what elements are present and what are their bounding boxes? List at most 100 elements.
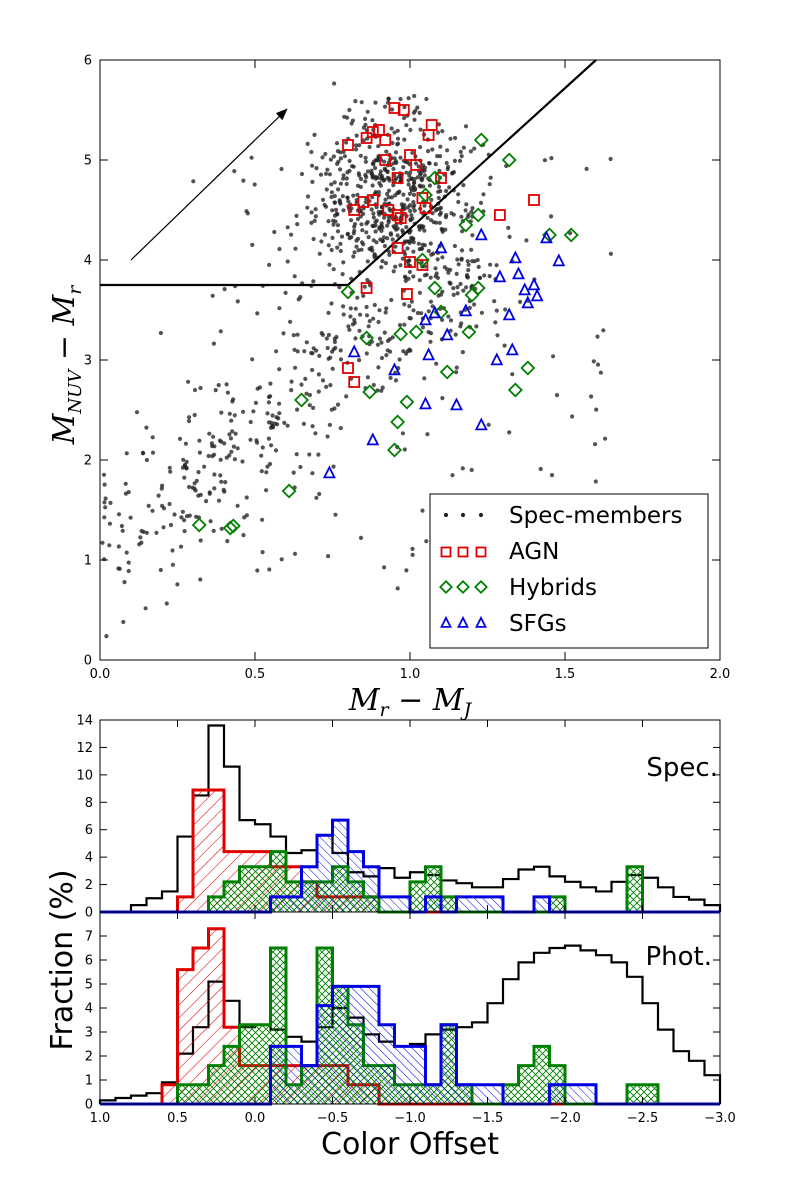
legend-symbol-hybrids <box>456 580 470 594</box>
spec-member-point <box>371 382 376 388</box>
spec-member-point <box>381 235 386 240</box>
spec-member-point <box>373 100 378 105</box>
spec-member-point <box>322 202 327 207</box>
spec-member-point <box>400 228 405 233</box>
legend-symbol-sfgs <box>440 615 452 628</box>
hist-bar-hybrids <box>224 881 240 912</box>
spec-member-point <box>285 423 290 428</box>
spec-member-point <box>408 316 413 321</box>
spec-member-point <box>328 157 333 162</box>
spec-member-point <box>267 461 273 467</box>
spec-member-point <box>392 130 397 135</box>
spec-member-point <box>411 308 416 313</box>
spec-member-point <box>299 171 305 177</box>
spec-member-point <box>330 235 335 240</box>
spec-member-point <box>601 328 606 333</box>
spec-member-point <box>382 177 387 182</box>
spec-member-point <box>156 493 161 498</box>
spec-member-point <box>299 382 304 387</box>
spec-member-point <box>456 192 461 197</box>
spec-member-point <box>474 324 479 329</box>
spec-member-point <box>420 225 425 230</box>
spec-member-point <box>268 381 273 386</box>
spec-member-point <box>159 486 164 491</box>
spec-member-point <box>332 336 337 341</box>
sfgs-marker <box>552 253 566 267</box>
spec-member-point <box>506 225 511 230</box>
spec-member-point <box>371 316 376 321</box>
scatter-markers <box>191 102 579 536</box>
spec-member-point <box>223 480 228 485</box>
scatter-panel: 0.0 0.5 1.0 1.5 2.0 0 1 2 3 4 5 6 Spec-members AGN … <box>47 54 730 722</box>
spec-member-point <box>347 107 352 113</box>
spec-member-point <box>413 108 418 113</box>
spec-member-point <box>332 339 337 345</box>
spec-member-point <box>608 251 614 256</box>
sfgs-marker <box>493 269 507 283</box>
spec-member-point <box>167 465 172 470</box>
spec-member-point <box>225 539 230 544</box>
spec-member-point <box>450 170 455 176</box>
spec-member-point <box>292 551 298 556</box>
spec-member-point <box>312 218 317 223</box>
spec-member-point <box>375 342 380 347</box>
spec-member-point <box>382 104 388 109</box>
spec-member-point <box>405 160 410 165</box>
spec-member-point <box>335 149 340 154</box>
spec-member-point <box>310 163 315 168</box>
spec-member-point <box>549 156 554 161</box>
hist-bar-sfgs <box>317 835 333 912</box>
spec-member-point <box>150 508 155 513</box>
hist-xtick-label: 0.5 <box>167 1111 188 1126</box>
spec-member-point <box>402 115 407 121</box>
spec-member-point <box>448 318 454 323</box>
spec-member-point <box>216 498 222 503</box>
spec-member-point <box>241 409 246 414</box>
spec-member-point <box>467 305 472 310</box>
spec-member-point <box>357 328 362 333</box>
spec-member-point <box>401 192 406 197</box>
spec-member-point <box>279 166 284 172</box>
sfgs-marker <box>366 432 380 446</box>
agn-marker <box>528 194 540 206</box>
spec-member-point <box>259 469 264 474</box>
hist-bar-sfgs <box>363 866 379 912</box>
spec-member-point <box>393 150 399 155</box>
spec-member-point <box>347 168 352 173</box>
spec-member-point <box>277 411 282 416</box>
spec-member-point <box>385 223 390 228</box>
spec-member-point <box>359 222 364 227</box>
spec-member-point <box>420 508 425 513</box>
spec-member-point <box>366 324 371 329</box>
hybrids-marker <box>418 187 433 203</box>
spec-member-point <box>351 164 356 169</box>
spec-member-point <box>310 179 315 184</box>
spec-member-point <box>459 321 464 326</box>
spec-member-point <box>339 234 345 239</box>
agn-marker <box>360 282 373 294</box>
spec-member-point <box>465 273 470 278</box>
spec-member-point <box>101 472 107 477</box>
spec-member-point <box>494 263 499 268</box>
spec-member-point <box>186 418 192 424</box>
spec-member-point <box>411 205 416 210</box>
spec-member-point <box>412 180 417 185</box>
spec-member-point <box>422 173 427 178</box>
spec-member-point <box>274 349 279 354</box>
spec-member-point <box>358 535 364 541</box>
spec-member-point <box>281 331 286 336</box>
hist-bar-sfgs <box>472 896 488 912</box>
spec-member-point <box>341 304 346 309</box>
sfgs-marker <box>422 347 436 361</box>
spec-member-point <box>446 314 451 319</box>
spec-member-point <box>329 301 334 306</box>
spec-member-point <box>260 517 265 522</box>
spec-member-point <box>329 247 334 253</box>
spec-member-point <box>353 336 358 341</box>
agn-marker <box>391 242 404 254</box>
spec-member-point <box>307 452 312 457</box>
spec-member-point <box>274 415 279 420</box>
sfgs-marker <box>347 344 361 358</box>
spec-member-point <box>383 310 388 315</box>
legend-symbol-agn <box>440 546 452 558</box>
